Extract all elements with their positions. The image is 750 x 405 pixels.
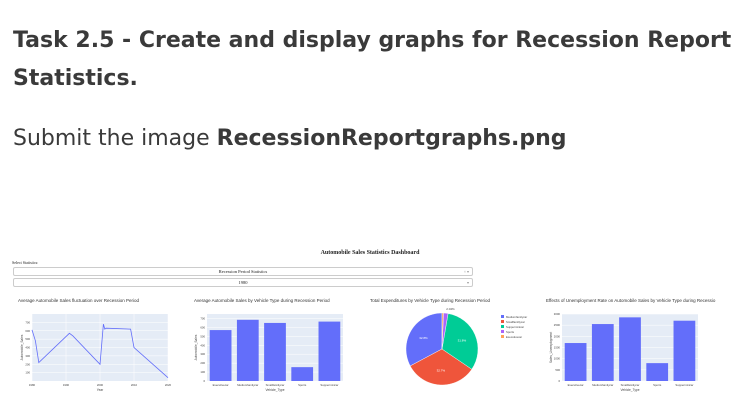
chart2-ytick-label: 700 <box>200 316 205 320</box>
dashboard-screenshot: Automobile Sales Statistics Dashboard Se… <box>10 248 730 398</box>
chart3-slice-label: 31.8% <box>458 339 467 343</box>
chart2-ytick-label: 600 <box>200 325 205 329</box>
year-dropdown[interactable]: 1980 ▾ <box>13 278 473 287</box>
chart2-bar-4 <box>291 367 314 381</box>
chevron-down-icon[interactable]: ▾ <box>466 269 469 274</box>
chart4-xtick-label: Supperminicar <box>675 383 693 387</box>
chart2-ytick-label: 200 <box>200 361 205 365</box>
submit-prefix: Submit the image <box>13 126 217 151</box>
chart4-xtick-label: Executivecar <box>568 383 584 387</box>
chart1-ytick-label: 300 <box>25 354 30 358</box>
chart1-ytick-label: 100 <box>25 371 30 375</box>
chart2-ytick-label: 300 <box>200 352 205 356</box>
chart1-series-line <box>31 323 169 378</box>
chart4-bar-2 <box>591 324 614 381</box>
chart1-ytick-label: 600 <box>25 329 30 333</box>
chart4-ytick-label: 3000 <box>554 312 561 316</box>
chart3-slice-5 <box>441 312 444 350</box>
chart3-legend-swatch <box>501 325 504 328</box>
dashboard-title: Automobile Sales Statistics Dashboard <box>320 250 420 256</box>
chart1-xtick-label: 2020 <box>165 383 172 387</box>
chart2-bar-2 <box>236 319 259 381</box>
chart4-xlabel: Vehicle_Type <box>621 388 640 392</box>
chart4-ytick-label: 1500 <box>554 346 561 350</box>
chart2-title: Average Automobile Sales by Vehicle Type… <box>194 298 330 303</box>
chevron-down-icon[interactable]: ▾ <box>466 280 469 285</box>
chart3-legend-swatch <box>501 330 504 333</box>
statistics-dropdown-value: Recession Period Statistics <box>218 269 268 274</box>
chart4-ytick-label: 500 <box>555 368 560 372</box>
chart1-ytick-label: 700 <box>25 320 30 324</box>
chart3-slice-2 <box>409 348 473 386</box>
chart3-title: Total Expenditures by Vehicle Type durin… <box>370 298 490 303</box>
chart1-xtick-label: 1990 <box>63 383 70 387</box>
chart2-xtick-label: Supperminicar <box>320 383 338 387</box>
submit-instruction: Submit the image RecessionReportgraphs.p… <box>13 126 567 151</box>
chart2-xlabel: Vehicle_Type <box>266 388 285 392</box>
chart4-ytick-label: 0 <box>558 379 560 383</box>
chart2-ytick-label: 0 <box>203 379 205 383</box>
chart4-xtick-label: Smallfamiliycar <box>621 383 640 387</box>
chart4-xtick-label: Sports <box>653 383 662 387</box>
chart3-slice-label: 32.8% <box>419 336 428 340</box>
chart2-ylabel: Automobile_Sales <box>194 334 198 360</box>
chart3-legend-label: Smallfamiliycar <box>506 320 525 324</box>
chart2-xtick-label: Sports <box>298 383 307 387</box>
chart3-legend-label: Mediumfamilycar <box>506 315 527 319</box>
chart4-bar-4 <box>646 363 669 381</box>
chart2-bar-5 <box>318 321 341 381</box>
chart2-xtick-label: Smallfamiliycar <box>266 383 285 387</box>
chart4-ylabel: Sales_Unemployment <box>549 332 553 363</box>
chart1-xtick-label: 1980 <box>29 383 36 387</box>
chart1-title: Average Automobile Sales fluctuation ove… <box>18 298 139 303</box>
select-statistics-label: Select Statistics: <box>12 260 39 265</box>
year-dropdown-value: 1980 <box>238 280 248 285</box>
chart1-ylabel: Automobile_Sales <box>20 334 24 360</box>
chart3-slice-label: 2.04% <box>446 307 455 311</box>
chart1-ytick-label: 500 <box>25 337 30 341</box>
chart2-ytick-label: 500 <box>200 334 205 338</box>
chart2-ytick-label: 100 <box>200 370 205 374</box>
chart3-slice-label: 32.7% <box>437 369 446 373</box>
chart4-ytick-label: 1000 <box>554 357 561 361</box>
chart4-title: Effects of Unemployment Rate on Automobi… <box>546 298 716 303</box>
chart4-ytick-label: 2000 <box>554 334 561 338</box>
task-heading: Task 2.5 - Create and display graphs for… <box>13 28 732 91</box>
statistics-dropdown[interactable]: Recession Period Statistics × ▾ <box>13 267 473 276</box>
chart3-legend-swatch <box>501 335 504 338</box>
chart1-xtick-label: 2010 <box>131 383 138 387</box>
chart2-ytick-label: 400 <box>200 343 205 347</box>
submit-filename: RecessionReportgraphs.png <box>216 126 567 151</box>
chart1-xtick-label: 2000 <box>97 383 104 387</box>
chart3-legend-label: Executivecar <box>506 335 522 339</box>
chart3-slice-1 <box>405 312 443 367</box>
chart2-bar-3 <box>264 322 286 381</box>
chart2-xtick-label: Mediumfamilycar <box>237 383 258 387</box>
chart4-bar-3 <box>619 317 641 381</box>
chart4-bar-1 <box>564 343 587 381</box>
chart1-ytick-label: 400 <box>25 346 30 350</box>
chart3-legend-label: Supperminicar <box>506 325 524 329</box>
chart2-xtick-label: Executivecar <box>213 383 229 387</box>
chart4-ytick-label: 2500 <box>554 323 561 327</box>
chart3-legend-swatch <box>501 320 504 323</box>
chart1-ytick-label: 200 <box>25 362 30 366</box>
chart3-legend-swatch <box>501 315 504 318</box>
chart1-xlabel: Year <box>97 388 104 392</box>
clear-icon[interactable]: × <box>463 269 466 274</box>
chart3-slice-3 <box>441 313 479 370</box>
chart3-legend-label: Sports <box>506 330 515 334</box>
chart4-xtick-label: Mediumfamilycar <box>592 383 613 387</box>
chart4-bar-5 <box>673 320 696 381</box>
chart2-bar-1 <box>209 330 232 381</box>
